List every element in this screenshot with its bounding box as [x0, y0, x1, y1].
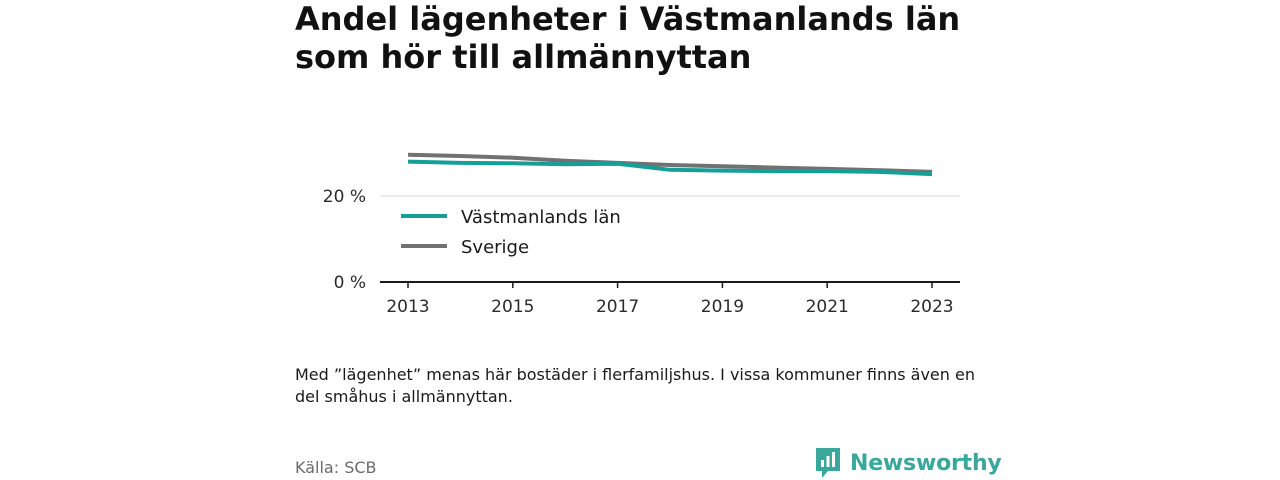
x-tick-label: 2023 [910, 297, 953, 317]
axis-layer: 0 % 20 % 2013 2015 2017 2019 2021 2023 [323, 187, 960, 317]
series-line-vastmanlands-lan [407, 159, 933, 177]
x-tick-label: 2021 [806, 297, 849, 317]
brand-logo: Newsworthy [814, 446, 1002, 480]
chart-note: Med ”lägenhet” menas här bostäder i fler… [295, 365, 975, 406]
x-tick-label: 2013 [386, 297, 429, 317]
series-layer [407, 152, 933, 177]
x-tick-label: 2017 [596, 297, 639, 317]
y-tick-label: 20 % [323, 187, 366, 207]
chart-title-line-1: Andel lägenheter i Västmanlands län [295, 0, 961, 38]
legend-label-vastmanlands-lan: Västmanlands län [461, 207, 621, 228]
brand-name: Newsworthy [850, 450, 1002, 476]
y-tick-label: 0 % [334, 273, 366, 293]
chart-title: Andel lägenheter i Västmanlands län som … [295, 0, 1015, 76]
chart-title-line-2: som hör till allmännyttan [295, 38, 752, 76]
series-line-sverige [407, 152, 933, 174]
legend: Västmanlands län Sverige [401, 207, 621, 258]
legend-label-sverige: Sverige [461, 237, 529, 258]
source-label: Källa: SCB [295, 458, 377, 477]
newsworthy-logo-icon [816, 448, 840, 478]
x-tick-label: 2019 [701, 297, 744, 317]
x-tick-label: 2015 [491, 297, 534, 317]
